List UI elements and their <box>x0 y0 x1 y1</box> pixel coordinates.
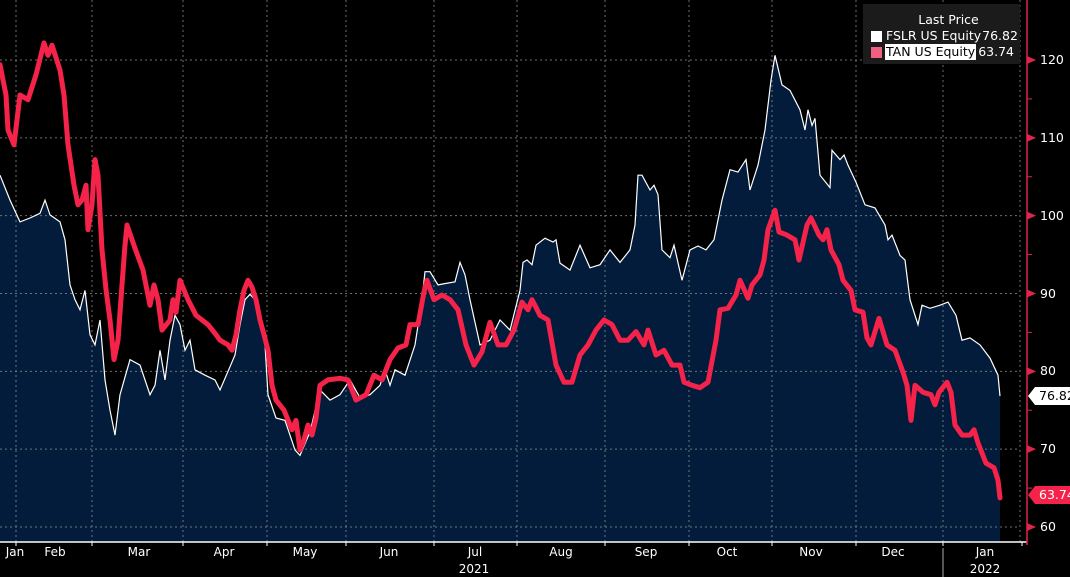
axes <box>0 0 1036 577</box>
y-tick-80: 80 <box>1040 363 1056 378</box>
legend: Last Price FSLR US Equity 76.82 TAN US E… <box>863 4 1020 64</box>
y-tick-marker <box>1027 211 1036 220</box>
legend-swatch-tan <box>871 46 882 58</box>
legend-label-tan: TAN US Equity <box>885 44 977 60</box>
fslr-area-fill <box>0 55 1000 543</box>
x-tick-sep: Sep <box>634 545 658 559</box>
legend-item-fslr[interactable]: FSLR US Equity 76.82 <box>863 28 1020 44</box>
x-tick-may: May <box>292 545 318 559</box>
y-tick-70: 70 <box>1040 441 1056 456</box>
y-tick-110: 110 <box>1040 130 1064 145</box>
series-lines <box>0 40 1003 501</box>
y-tick-100: 100 <box>1040 208 1064 223</box>
y-tick-marker <box>1027 289 1036 298</box>
legend-swatch-fslr <box>871 30 882 42</box>
x-tick-dec: Dec <box>881 545 905 559</box>
x-tick-feb: Feb <box>44 545 66 559</box>
y-tick-90: 90 <box>1040 286 1056 301</box>
y-tick-marker <box>1027 56 1036 64</box>
x-tick-aug: Aug <box>549 545 573 559</box>
fslr-line <box>0 55 1001 457</box>
x-tick-jan-2022: Jan <box>975 545 995 559</box>
fslr-area <box>0 55 1000 543</box>
legend-label-fslr: FSLR US Equity <box>886 28 982 43</box>
y-tick-60: 60 <box>1040 519 1056 534</box>
x-tick-mar: Mar <box>127 545 151 559</box>
x-tick-nov: Nov <box>799 545 823 559</box>
tan-line <box>0 40 1003 501</box>
y-tick-marker <box>1027 445 1036 454</box>
tan-last-price-tag: 63.74 <box>1028 486 1070 504</box>
x-tick-jun: Jun <box>379 545 399 559</box>
year-label-2021: 2021 <box>458 562 490 576</box>
legend-value-tan: 63.74 <box>978 44 1014 59</box>
legend-item-tan[interactable]: TAN US Equity 63.74 <box>863 44 1020 60</box>
fslr-last-price-tag: 76.82 <box>1028 387 1070 405</box>
year-label-2022: 2022 <box>969 562 1001 576</box>
x-tick-jan-2021: Jan <box>5 545 25 559</box>
legend-value-fslr: 76.82 <box>982 28 1018 43</box>
legend-title: Last Price <box>918 12 979 27</box>
x-tick-jul: Jul <box>467 545 483 559</box>
y-tick-marker <box>1027 133 1036 142</box>
y-tick-120: 120 <box>1040 52 1064 67</box>
y-tick-marker <box>1027 367 1036 376</box>
x-tick-oct: Oct <box>716 545 738 559</box>
gridlines <box>0 0 1021 542</box>
x-tick-apr: Apr <box>213 545 235 559</box>
y-tick-marker <box>1027 522 1036 531</box>
